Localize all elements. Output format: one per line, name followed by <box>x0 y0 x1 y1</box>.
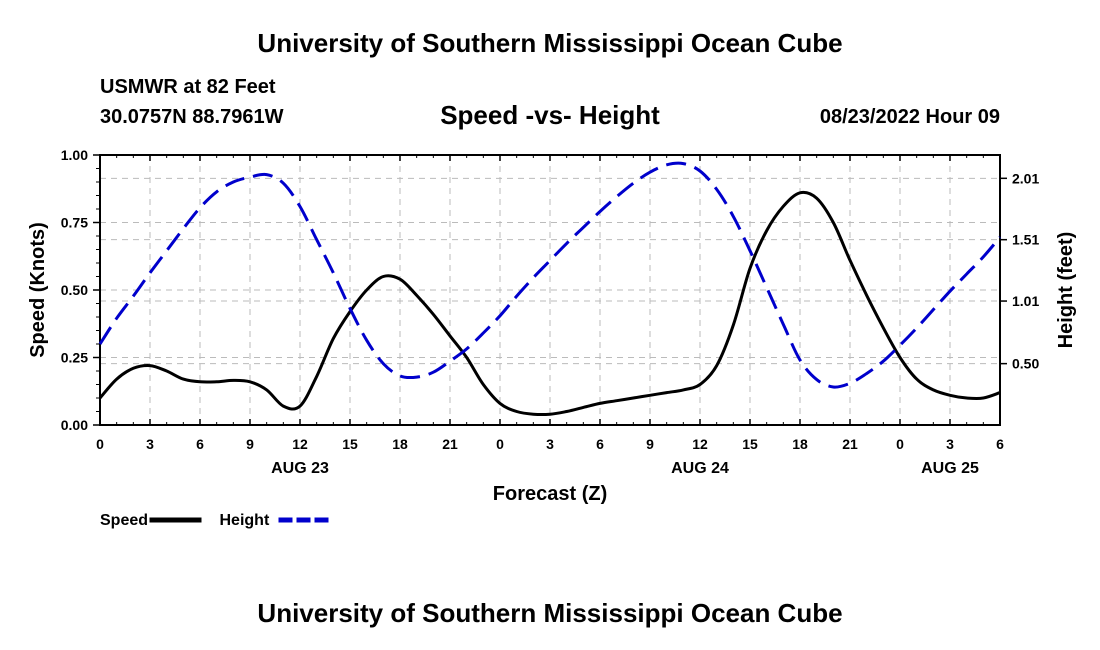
y-right-tick-label: 1.01 <box>1012 293 1039 309</box>
x-tick-label: 12 <box>292 436 308 452</box>
x-tick-label: 0 <box>896 436 904 452</box>
legend-label-speed: Speed <box>100 512 148 529</box>
y-tick-label: 0.75 <box>61 215 88 231</box>
x-tick-label: 21 <box>842 436 858 452</box>
date-label: AUG 23 <box>271 460 329 477</box>
x-tick-label: 15 <box>342 436 358 452</box>
y-axis-label-right: Height (feet) <box>1055 232 1077 349</box>
coordinates-label: 30.0757N 88.7961W <box>100 106 284 128</box>
y-right-tick-label: 0.50 <box>1012 356 1039 372</box>
legend: Speed Height <box>100 512 331 529</box>
x-tick-label: 21 <box>442 436 458 452</box>
station-label: USMWR at 82 Feet <box>100 76 276 98</box>
y-tick-label: 0.00 <box>61 417 88 433</box>
y-axis-label-left: Speed (Knots) <box>27 222 49 358</box>
x-tick-label: 3 <box>146 436 154 452</box>
x-tick-label: 6 <box>196 436 204 452</box>
x-tick-label: 9 <box>246 436 254 452</box>
x-tick-label: 3 <box>546 436 554 452</box>
series-line-speed <box>98 190 1001 416</box>
tick-layer: 0 3 6 9 12 15 18 21 0 3 6 9 12 15 18 21 0 3 6 AUG 23 AUG 24 A… <box>61 147 1040 477</box>
x-tick-label: 3 <box>946 436 954 452</box>
page-title-footer: University of Southern Mississippi Ocean… <box>257 598 843 628</box>
x-tick-label: 12 <box>692 436 708 452</box>
y-tick-label: 1.00 <box>61 147 88 163</box>
x-tick-label: 0 <box>496 436 504 452</box>
date-label: AUG 24 <box>671 460 729 477</box>
y-tick-label: 0.25 <box>61 350 88 366</box>
x-tick-label: 15 <box>742 436 758 452</box>
page-title: University of Southern Mississippi Ocean… <box>257 28 843 58</box>
y-right-tick-label: 1.51 <box>1012 232 1039 248</box>
x-tick-label: 6 <box>996 436 1004 452</box>
x-tick-label: 6 <box>596 436 604 452</box>
y-right-tick-label: 2.01 <box>1012 170 1039 186</box>
chart-title: Speed -vs- Height <box>440 100 660 130</box>
x-axis-label: Forecast (Z) <box>493 483 607 505</box>
series-layer <box>98 161 1002 416</box>
x-tick-label: 18 <box>392 436 408 452</box>
x-tick-label: 0 <box>96 436 104 452</box>
date-label: AUG 25 <box>921 460 979 477</box>
forecast-datetime: 08/23/2022 Hour 09 <box>819 106 1000 128</box>
legend-label-height: Height <box>220 512 270 529</box>
x-tick-label: 9 <box>646 436 654 452</box>
x-tick-label: 18 <box>792 436 808 452</box>
y-tick-label: 0.50 <box>61 282 88 298</box>
